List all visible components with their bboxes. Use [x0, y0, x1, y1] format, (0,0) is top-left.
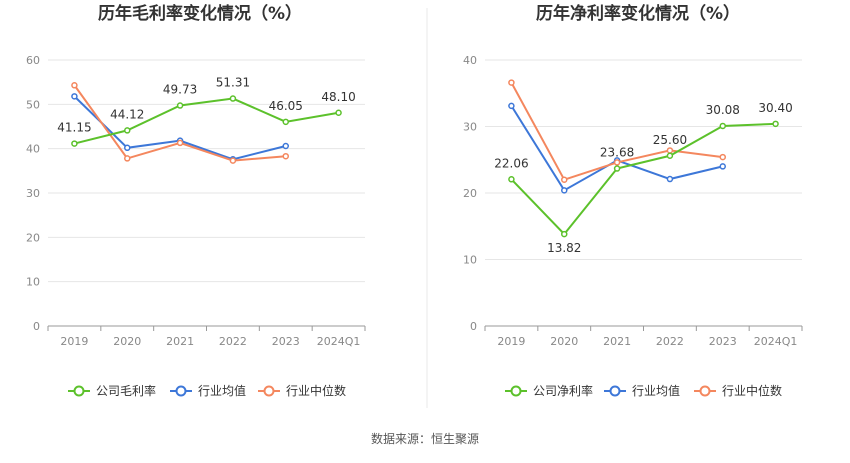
- y-tick-label: 30: [463, 121, 477, 134]
- data-point: [124, 144, 131, 152]
- x-tick-label: 2023: [709, 335, 737, 348]
- data-label: 13.82: [547, 241, 581, 255]
- data-point: [772, 120, 779, 128]
- legend-swatch-marker: [510, 385, 522, 397]
- data-point: [613, 165, 621, 172]
- legend-label: 行业均值: [198, 383, 246, 398]
- data-point: [561, 230, 568, 238]
- data-label: 51.31: [216, 76, 250, 90]
- legend-label: 行业均值: [632, 383, 680, 398]
- data-point: [719, 122, 726, 130]
- y-tick-label: 30: [26, 187, 40, 200]
- legend-item[interactable]: 行业均值: [604, 383, 680, 398]
- x-tick-label: 2022: [219, 335, 247, 348]
- data-label: 46.05: [269, 99, 303, 113]
- data-point: [561, 187, 568, 194]
- data-point: [71, 93, 78, 100]
- chart-panel-2: 历年净利率变化情况（%） 0 10 20 30 40 2019 2020 2021 2022 202…: [463, 3, 803, 398]
- x-tick-label: 2019: [497, 335, 525, 348]
- data-point: [508, 102, 515, 110]
- data-point: [71, 82, 78, 89]
- data-point: [719, 153, 726, 161]
- x-tick-label: 2021: [603, 335, 631, 348]
- x-tick-label: 2020: [113, 335, 141, 348]
- x-tick-label: 2021: [166, 335, 194, 348]
- legend-item[interactable]: 行业中位数: [258, 383, 346, 398]
- chart-title: 历年毛利率变化情况（%）: [98, 3, 302, 24]
- x-tick-label: 2023: [272, 335, 300, 348]
- legend-label: 行业中位数: [286, 383, 346, 398]
- y-tick-label: 10: [463, 254, 477, 267]
- legend-label: 公司毛利率: [96, 383, 156, 398]
- data-point: [71, 140, 78, 147]
- data-point: [176, 102, 184, 109]
- legend-item[interactable]: 公司毛利率: [68, 383, 156, 398]
- data-point: [666, 147, 674, 154]
- chart-title: 历年净利率变化情况（%）: [536, 3, 740, 24]
- y-tick-label: 0: [33, 320, 40, 333]
- legend-item[interactable]: 行业中位数: [694, 383, 782, 398]
- data-label: 23.68: [600, 146, 634, 160]
- y-tick-label: 10: [26, 276, 40, 289]
- legend-swatch-marker: [609, 385, 621, 397]
- x-tick-label: 2024Q1: [754, 335, 798, 348]
- y-tick-label: 20: [463, 187, 477, 200]
- data-point: [229, 95, 237, 102]
- data-label: 22.06: [494, 156, 528, 170]
- data-label: 41.15: [57, 121, 91, 135]
- x-tick-label: 2022: [656, 335, 684, 348]
- y-tick-label: 40: [26, 143, 40, 156]
- legend-label: 行业中位数: [722, 383, 782, 398]
- source-note: 数据来源：恒生聚源: [371, 431, 479, 446]
- y-tick-label: 60: [26, 54, 40, 67]
- legend-swatch-marker: [73, 385, 85, 397]
- legend-swatch-marker: [699, 385, 711, 397]
- x-tick-label: 2019: [60, 335, 88, 348]
- data-point: [508, 79, 515, 86]
- legend-swatch-marker: [175, 385, 187, 397]
- data-label: 48.10: [321, 90, 355, 104]
- legend-swatch-marker: [263, 385, 275, 397]
- x-tick-label: 2020: [550, 335, 578, 348]
- data-label: 44.12: [110, 107, 144, 121]
- data-point: [666, 152, 674, 160]
- data-point: [282, 142, 289, 150]
- data-label: 30.40: [758, 101, 792, 115]
- data-point: [282, 118, 289, 126]
- data-label: 30.08: [706, 103, 740, 117]
- data-point: [176, 139, 184, 147]
- series-line: [510, 122, 776, 236]
- data-label: 49.73: [163, 83, 197, 97]
- data-point: [508, 176, 515, 183]
- x-tick-label: 2024Q1: [317, 335, 361, 348]
- data-point: [124, 127, 131, 134]
- data-point: [613, 159, 621, 166]
- series-line: [73, 84, 286, 162]
- y-tick-label: 50: [26, 98, 40, 111]
- data-point: [719, 163, 726, 170]
- data-point: [561, 176, 568, 183]
- legend-item[interactable]: 行业均值: [170, 383, 246, 398]
- data-point: [282, 152, 289, 160]
- data-point: [124, 155, 131, 162]
- y-tick-label: 40: [463, 54, 477, 67]
- y-tick-label: 20: [26, 231, 40, 244]
- data-point: [335, 109, 342, 117]
- data-label: 25.60: [653, 133, 687, 147]
- chart-panel-1: 历年毛利率变化情况（%） 0 10 20 30 40 50 60 2019 2020 2021 202…: [26, 3, 366, 398]
- series-line: [74, 97, 339, 145]
- legend-label: 公司净利率: [533, 383, 593, 398]
- data-point: [666, 175, 674, 183]
- data-point: [229, 157, 237, 164]
- y-tick-label: 0: [470, 320, 477, 333]
- legend-item[interactable]: 公司净利率: [505, 383, 593, 398]
